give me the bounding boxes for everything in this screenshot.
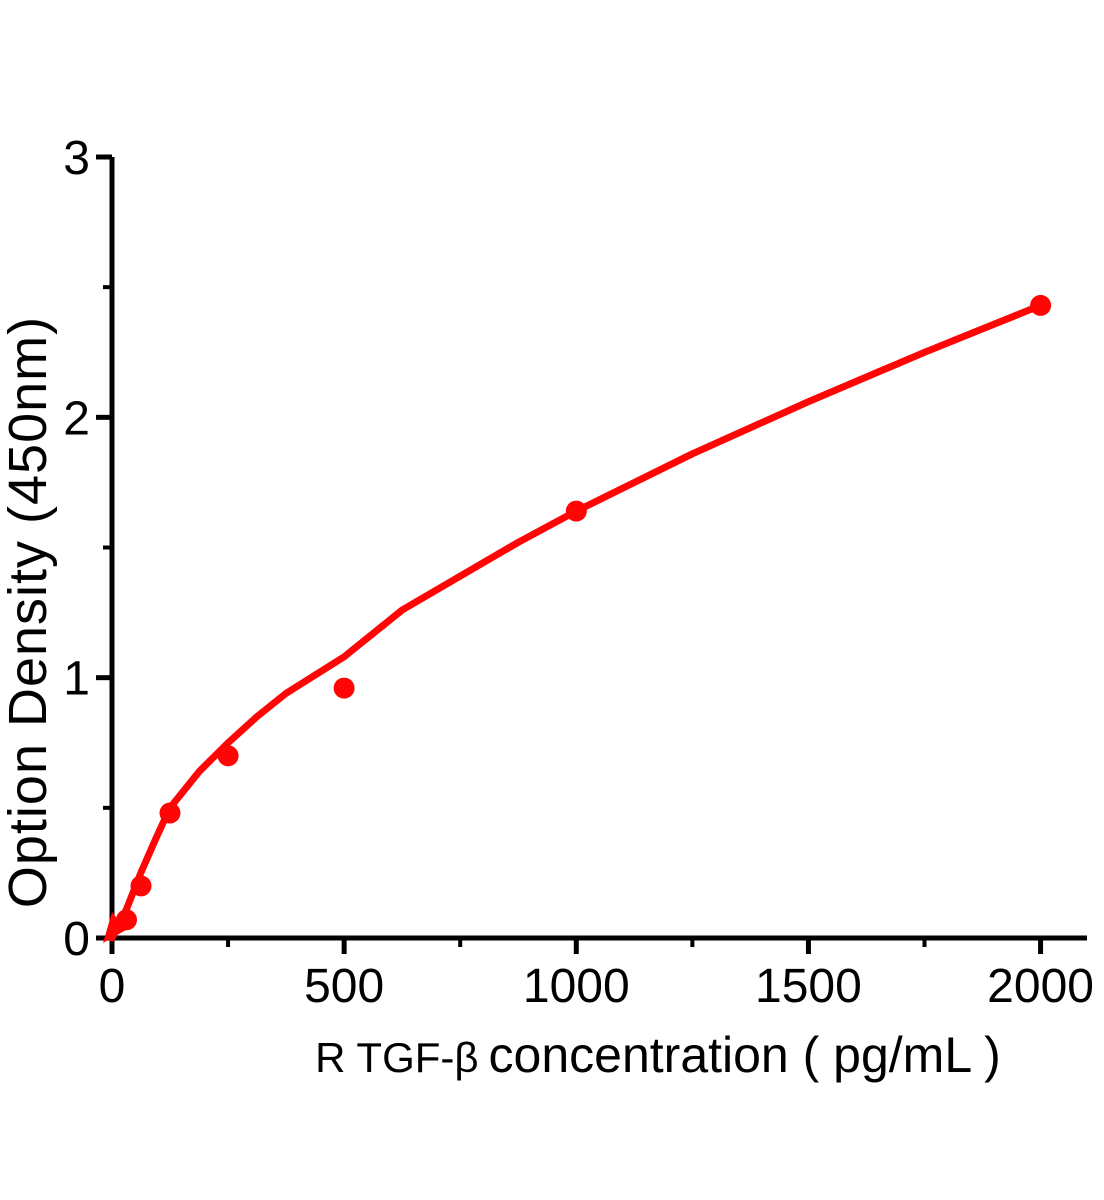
data-point <box>159 802 181 824</box>
axis-frame <box>109 157 1087 941</box>
x-axis-tick-label: 2000 <box>987 960 1094 1013</box>
fitted-curve <box>108 301 1045 942</box>
y-axis-tick-label: 0 <box>63 913 90 966</box>
y-axis-tick-label: 3 <box>63 132 90 185</box>
data-point <box>217 745 239 767</box>
x-axis-title-main: concentration ( pg/mL ) <box>489 1027 1001 1083</box>
x-axis-tick-label: 1000 <box>523 960 630 1013</box>
x-axis-tick-label: 500 <box>304 960 384 1013</box>
data-point <box>565 500 587 522</box>
y-axis-tick-label: 1 <box>63 653 90 706</box>
y-axis-tick-label: 2 <box>63 392 90 445</box>
data-point <box>130 875 152 897</box>
x-axis-tick-label: 0 <box>99 960 126 1013</box>
data-point <box>1030 294 1052 316</box>
x-axis-title: R TGF-β concentration ( pg/mL ) <box>315 1027 1001 1083</box>
x-axis-tick-label: 1500 <box>755 960 862 1013</box>
y-axis-title: Option Density (450nm) <box>0 316 58 908</box>
data-point <box>333 677 355 699</box>
data-point <box>116 909 137 931</box>
x-axis-title-prefix: R TGF-β <box>315 1034 478 1081</box>
plot-area: 0 1 2 3 0 500 1000 1500 2000 <box>63 132 1094 1013</box>
